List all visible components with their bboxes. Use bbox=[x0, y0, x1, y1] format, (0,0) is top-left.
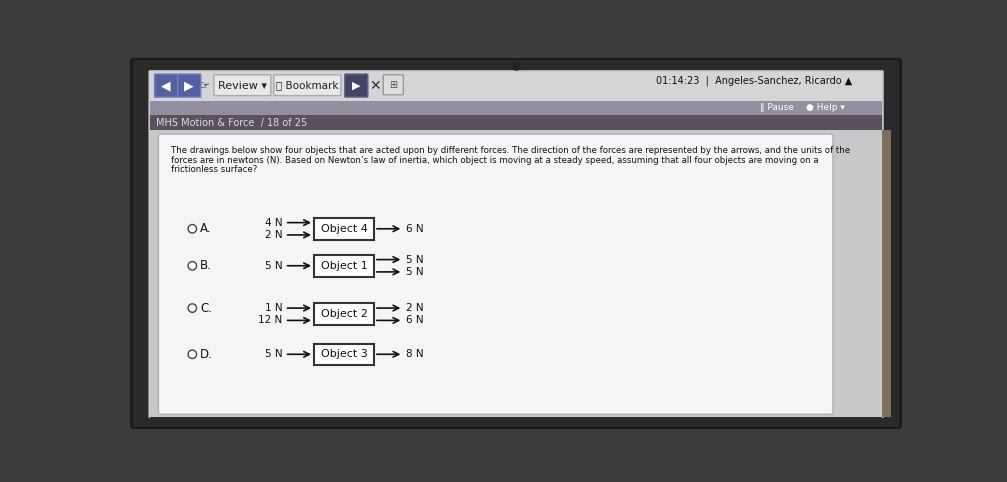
FancyBboxPatch shape bbox=[314, 218, 374, 240]
Text: Object 4: Object 4 bbox=[320, 224, 368, 234]
Text: 5 N: 5 N bbox=[265, 349, 282, 359]
Text: ⊞: ⊞ bbox=[390, 80, 398, 90]
Circle shape bbox=[188, 350, 196, 359]
FancyBboxPatch shape bbox=[274, 75, 341, 95]
Text: 5 N: 5 N bbox=[265, 261, 282, 271]
Bar bbox=[150, 72, 882, 101]
FancyBboxPatch shape bbox=[177, 74, 200, 97]
Text: C.: C. bbox=[200, 302, 212, 315]
Text: The drawings below show four objects that are acted upon by different forces. Th: The drawings below show four objects tha… bbox=[171, 147, 850, 155]
FancyBboxPatch shape bbox=[314, 304, 374, 325]
FancyBboxPatch shape bbox=[384, 75, 403, 95]
Text: 2 N: 2 N bbox=[406, 303, 423, 313]
Bar bbox=[150, 130, 882, 416]
Text: 8 N: 8 N bbox=[406, 349, 423, 359]
Bar bbox=[150, 101, 882, 115]
Text: forces are in newtons (N). Based on Newton’s law of inertia, which object is mov: forces are in newtons (N). Based on Newt… bbox=[171, 156, 819, 165]
Text: frictionless surface?: frictionless surface? bbox=[171, 165, 257, 174]
FancyBboxPatch shape bbox=[148, 70, 884, 418]
Text: 1 N: 1 N bbox=[265, 303, 282, 313]
Bar bbox=[150, 115, 882, 130]
Text: ‖ Pause: ‖ Pause bbox=[760, 104, 794, 112]
Text: ☞: ☞ bbox=[200, 80, 210, 91]
Bar bbox=[150, 72, 512, 101]
Circle shape bbox=[188, 225, 196, 233]
FancyBboxPatch shape bbox=[154, 74, 177, 97]
Text: B.: B. bbox=[200, 259, 211, 272]
FancyBboxPatch shape bbox=[132, 59, 900, 428]
FancyBboxPatch shape bbox=[213, 75, 271, 95]
Text: MHS Motion & Force  / 18 of 25: MHS Motion & Force / 18 of 25 bbox=[156, 118, 307, 128]
FancyBboxPatch shape bbox=[158, 134, 833, 415]
Text: Object 2: Object 2 bbox=[320, 309, 368, 319]
Text: A.: A. bbox=[200, 222, 211, 235]
FancyBboxPatch shape bbox=[344, 74, 368, 97]
FancyBboxPatch shape bbox=[314, 255, 374, 277]
FancyBboxPatch shape bbox=[314, 344, 374, 365]
Bar bbox=[150, 416, 882, 424]
Text: ▶: ▶ bbox=[184, 79, 194, 92]
Text: 🔖 Bookmark: 🔖 Bookmark bbox=[276, 80, 338, 91]
Text: ✕: ✕ bbox=[369, 79, 381, 93]
Text: 5 N: 5 N bbox=[406, 267, 423, 277]
Bar bbox=[882, 130, 891, 416]
Text: 6 N: 6 N bbox=[406, 224, 423, 234]
Text: Object 1: Object 1 bbox=[320, 261, 368, 271]
Text: 4 N: 4 N bbox=[265, 217, 282, 228]
Text: 6 N: 6 N bbox=[406, 315, 423, 325]
Circle shape bbox=[188, 304, 196, 312]
Text: ◀: ◀ bbox=[161, 79, 171, 92]
Text: ● Help ▾: ● Help ▾ bbox=[806, 104, 845, 112]
Text: 12 N: 12 N bbox=[258, 315, 282, 325]
Text: Object 3: Object 3 bbox=[320, 349, 368, 359]
Text: 2 N: 2 N bbox=[265, 230, 282, 240]
Text: ▶: ▶ bbox=[352, 80, 361, 91]
Text: D.: D. bbox=[200, 348, 212, 361]
Text: Review ▾: Review ▾ bbox=[218, 80, 267, 91]
Circle shape bbox=[188, 262, 196, 270]
Text: 5 N: 5 N bbox=[406, 254, 423, 265]
Text: 01:14:23  |  Angeles-Sanchez, Ricardo ▲: 01:14:23 | Angeles-Sanchez, Ricardo ▲ bbox=[656, 76, 852, 86]
